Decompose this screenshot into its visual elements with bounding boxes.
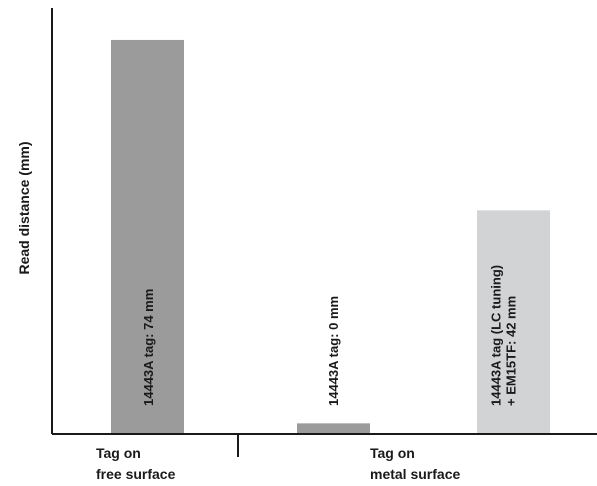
bar-label-1: 14443A tag: 74 mm xyxy=(141,289,156,406)
bars-group xyxy=(111,39,550,434)
bar-labels-group: 14443A tag: 74 mm 14443A tag: 0 mm 14443A … xyxy=(141,265,519,406)
y-axis-label: Read distance (mm) xyxy=(16,141,32,274)
bar-label-3: 14443A tag (LC tuning)+ EM15TF: 42 mm xyxy=(489,265,519,406)
bar-label-2: 14443A tag: 0 mm xyxy=(326,296,341,406)
x-group-label-2: Tag on metal surface xyxy=(370,445,460,482)
group-labels-group: Tag on free surface Tag on metal surface xyxy=(96,445,460,482)
bar-3 xyxy=(477,210,550,434)
bar-2 xyxy=(297,423,370,434)
bar-1 xyxy=(111,39,184,434)
x-group-label-1: Tag on free surface xyxy=(96,445,176,482)
